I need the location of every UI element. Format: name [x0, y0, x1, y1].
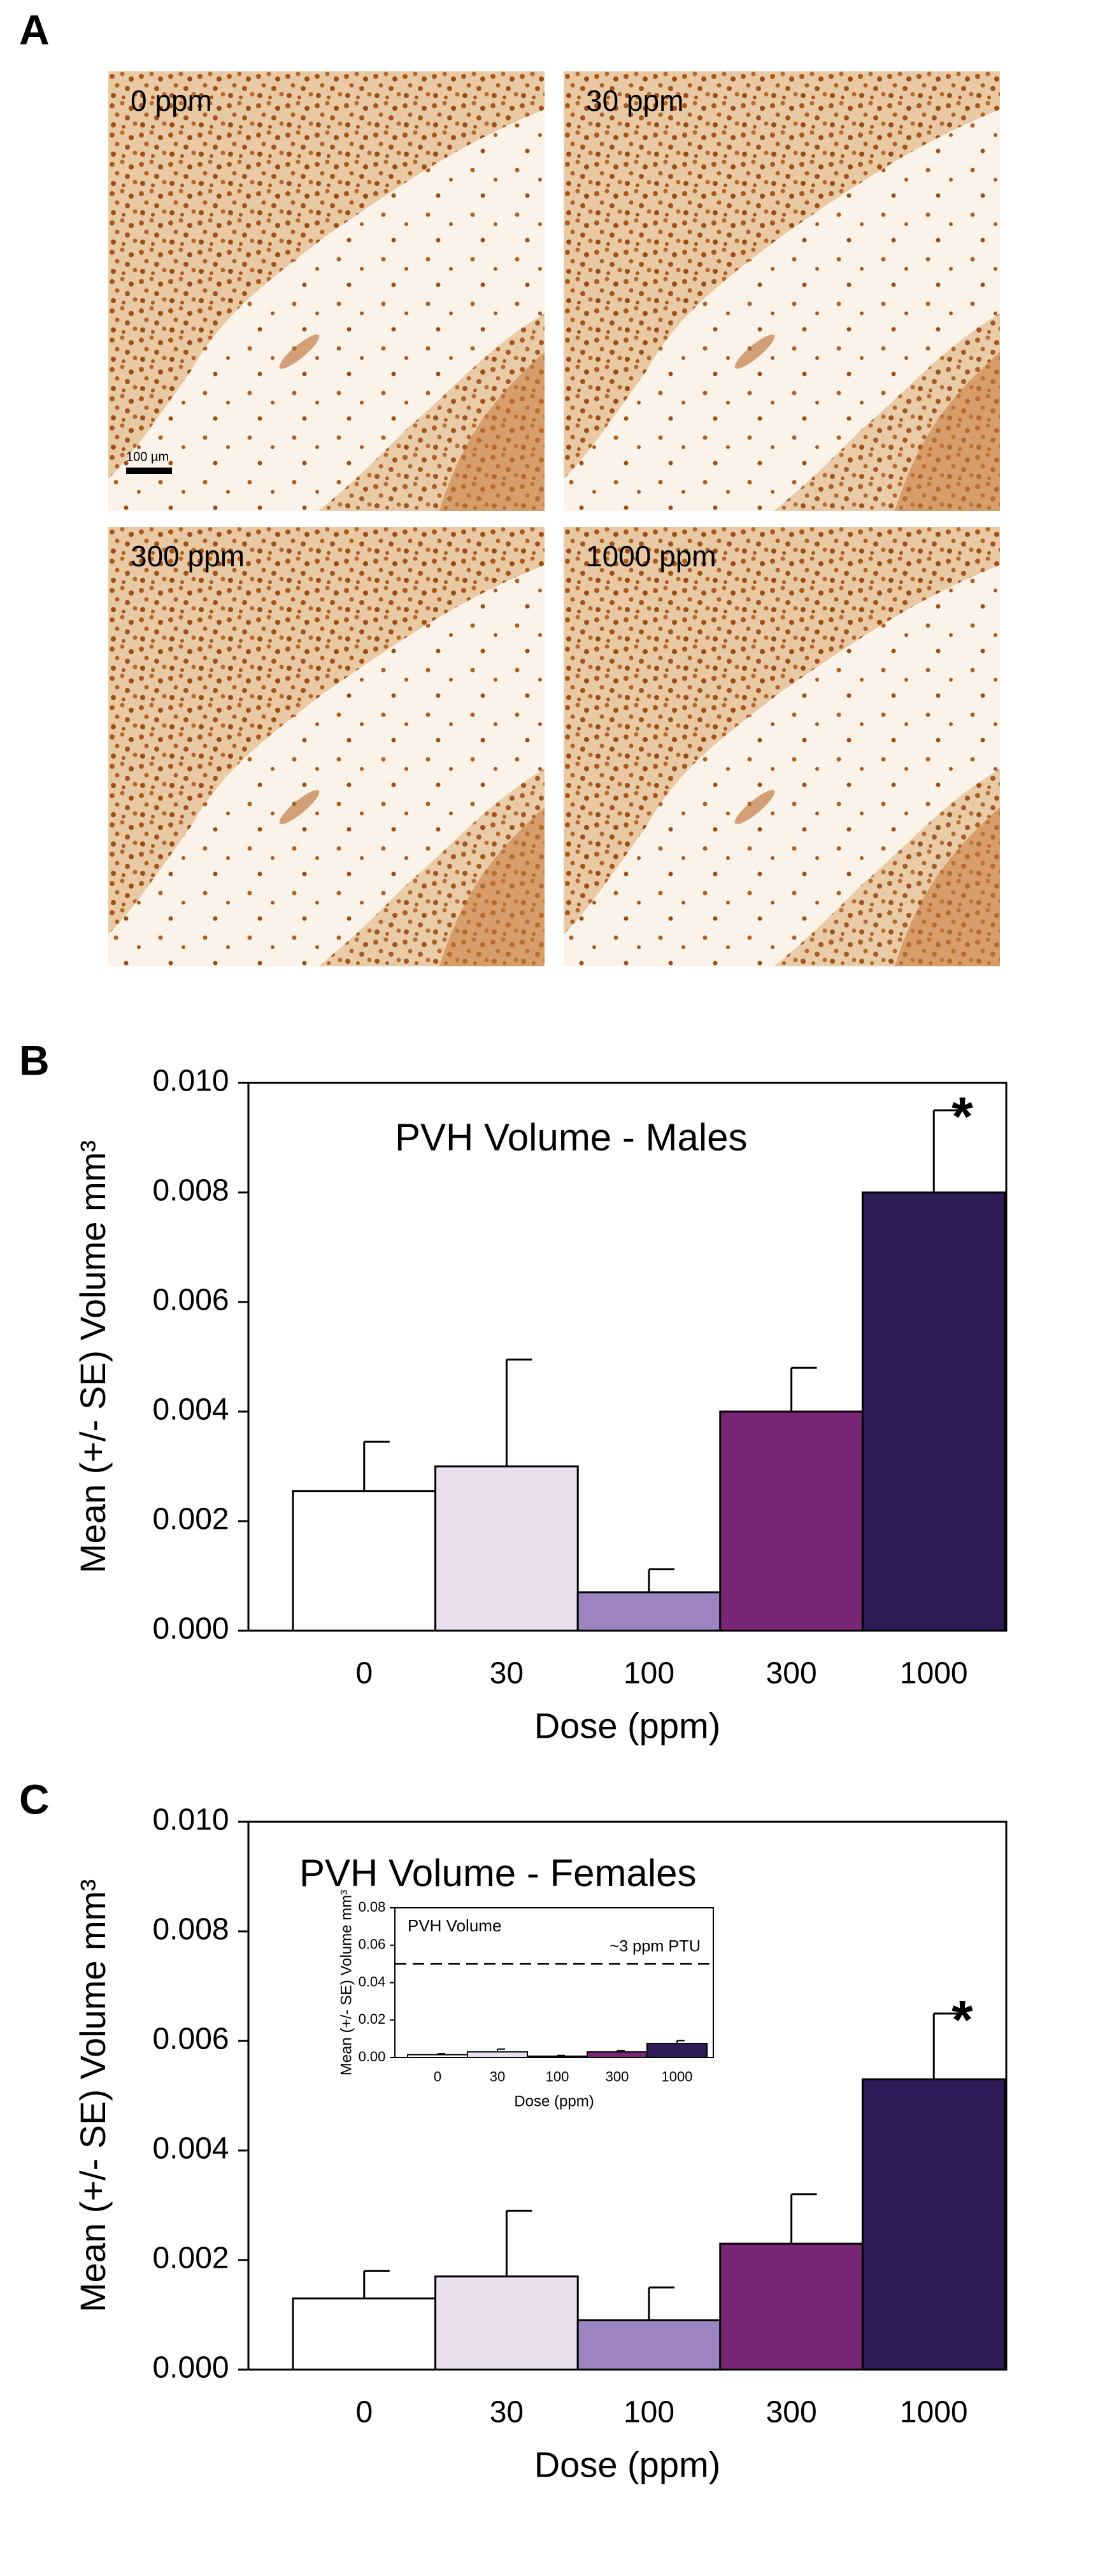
- bar: [719, 2242, 864, 2371]
- bar: [719, 1410, 864, 1632]
- x-tick-label: 30: [490, 2069, 505, 2085]
- bar: [587, 2051, 648, 2058]
- plot-frame: [394, 1907, 714, 2058]
- micrograph: [564, 71, 1000, 511]
- chart-title: PVH Volume: [408, 1916, 501, 1935]
- image-label: 300 ppm: [131, 540, 245, 573]
- y-tick-label: 0.000: [152, 2351, 229, 2385]
- y-tick-label: 0.04: [359, 1973, 386, 1989]
- bar: [292, 1490, 437, 1632]
- bar: [434, 2275, 579, 2371]
- y-axis-label: Mean (+/- SE) Volume mm³: [338, 1890, 355, 2075]
- x-axis-label: Dose (ppm): [534, 1705, 721, 1745]
- image-label: 30 ppm: [586, 84, 683, 117]
- micrograph: [108, 71, 545, 511]
- image-label: 1000 ppm: [586, 540, 717, 573]
- x-tick-label: 1000: [900, 1656, 968, 1690]
- bar: [292, 2297, 437, 2371]
- y-tick-label: 0.008: [152, 1174, 229, 1208]
- y-tick-label: 0.06: [359, 1936, 386, 1952]
- x-tick-label: 30: [490, 2395, 524, 2429]
- y-tick-label: 0.02: [359, 2011, 386, 2027]
- micrograph: [564, 527, 1000, 966]
- x-tick-label: 0: [355, 1656, 373, 1690]
- panel-label: A: [19, 6, 50, 53]
- x-axis-label: Dose (ppm): [534, 2444, 721, 2484]
- y-tick-label: 0.004: [152, 2132, 229, 2166]
- x-tick-label: 100: [624, 1656, 674, 1690]
- image-label: 0 ppm: [131, 84, 212, 117]
- x-axis-label: Dose (ppm): [514, 2093, 594, 2110]
- y-tick-label: 0.08: [359, 1899, 386, 1915]
- panel-label: C: [19, 1775, 50, 1822]
- x-tick-label: 1000: [662, 2069, 693, 2085]
- chart-title: PVH Volume - Males: [395, 1116, 748, 1159]
- micrograph: [108, 527, 545, 966]
- significance-marker: *: [952, 1087, 973, 1148]
- x-tick-label: 300: [766, 1656, 817, 1690]
- panel-label: B: [19, 1036, 50, 1084]
- x-tick-label: 100: [624, 2395, 674, 2429]
- bar: [861, 2078, 1006, 2371]
- bar: [434, 1465, 579, 1632]
- bar: [576, 2319, 722, 2371]
- y-tick-label: 0.002: [152, 2242, 229, 2275]
- x-tick-label: 300: [606, 2069, 629, 2085]
- chart-title: PVH Volume - Females: [299, 1852, 697, 1894]
- y-tick-label: 0.000: [152, 1612, 229, 1646]
- y-axis-label: Mean (+/- SE) Volume mm³: [73, 1879, 113, 2312]
- y-tick-label: 0.008: [152, 1913, 229, 1947]
- bar: [467, 2051, 528, 2058]
- y-tick-label: 0.010: [152, 1064, 229, 1098]
- y-tick-label: 0.006: [152, 1284, 229, 1317]
- bar: [576, 1591, 722, 1632]
- y-tick-label: 0.004: [152, 1393, 229, 1427]
- x-tick-label: 0: [434, 2069, 441, 2085]
- x-tick-label: 300: [766, 2395, 817, 2429]
- bar: [646, 2042, 708, 2058]
- plot-frame: [247, 1821, 1008, 2371]
- x-tick-label: 100: [546, 2069, 569, 2085]
- bar: [861, 1191, 1006, 1632]
- scale-bar: [126, 468, 172, 474]
- plot-frame: [247, 1082, 1008, 1632]
- y-tick-label: 0.010: [152, 1803, 229, 1837]
- scale-bar-label: 100 µm: [126, 450, 169, 464]
- y-tick-label: 0.002: [152, 1503, 229, 1536]
- significance-marker: *: [952, 1990, 973, 2051]
- y-tick-label: 0.00: [359, 2049, 386, 2064]
- reference-label: ~3 ppm PTU: [610, 1937, 701, 1955]
- y-axis-label: Mean (+/- SE) Volume mm³: [73, 1140, 113, 1573]
- x-tick-label: 30: [490, 1656, 524, 1690]
- x-tick-label: 0: [355, 2395, 373, 2429]
- y-tick-label: 0.006: [152, 2022, 229, 2056]
- x-tick-label: 1000: [900, 2395, 968, 2429]
